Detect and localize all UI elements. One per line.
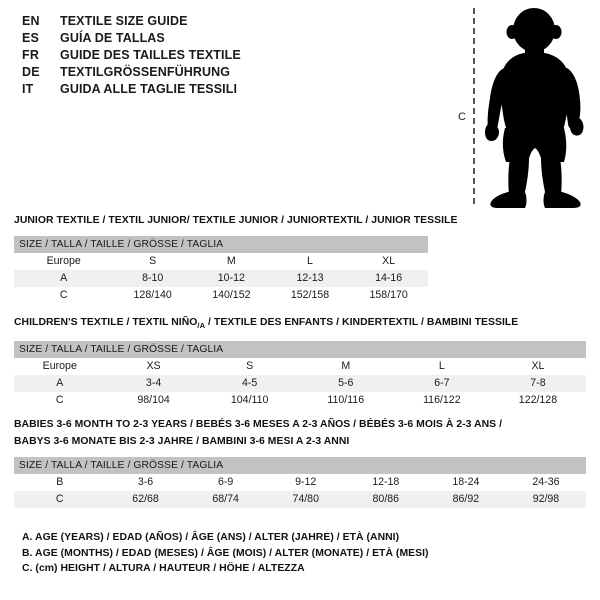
measurement-legend: A. AGE (YEARS) / EDAD (AÑOS) / ÂGE (ANS)… [22,530,542,577]
table-row: Europe S M L XL [14,253,428,270]
junior-cell: S [113,253,193,270]
junior-cell: 10-12 [192,270,271,287]
junior-section-title: JUNIOR TEXTILE / TEXTIL JUNIOR/ TEXTILE … [14,215,458,226]
children-cell: L [393,358,490,376]
babies-size-table: SIZE / TALLA / TAILLE / GRÖSSE / TAGLIA … [14,457,586,508]
language-title-it: GUIDA ALLE TAGLIE TESSILI [60,82,238,96]
language-title-block: EN TEXTILE SIZE GUIDE ES GUÍA DE TALLAS … [22,14,422,99]
children-size-table: SIZE / TALLA / TAILLE / GRÖSSE / TAGLIA … [14,341,586,410]
language-row-fr: FR GUIDE DES TAILLES TEXTILE [22,48,422,65]
table-row: B 3-6 6-9 9-12 12-18 18-24 24-36 [14,474,586,491]
height-measurement-figure: C [440,8,600,208]
children-cell: 110/116 [297,392,394,410]
junior-row-label-europe: Europe [14,253,114,270]
babies-cell: 12-18 [345,474,426,491]
table-row: A 3-4 4-5 5-6 6-7 7-8 [14,375,586,393]
children-cell: 104/110 [201,392,298,410]
language-code-fr: FR [22,48,40,62]
language-code-es: ES [22,31,40,45]
children-cell: 6-7 [393,375,490,393]
junior-band-label: SIZE / TALLA / TAILLE / GRÖSSE / TAGLIA [14,236,428,253]
babies-cell: 6-9 [185,474,266,491]
children-cell: 7-8 [489,375,586,393]
children-cell: XS [105,358,202,376]
babies-textile-section: BABIES 3-6 MONTH TO 2-3 YEARS / BEBÉS 3-… [14,418,586,508]
babies-band-label: SIZE / TALLA / TAILLE / GRÖSSE / TAGLIA [14,457,586,474]
babies-cell: 18-24 [425,474,506,491]
children-textile-section: CHILDREN'S TEXTILE / TEXTIL NIÑO/A / TEX… [14,316,586,410]
babies-band-row: SIZE / TALLA / TAILLE / GRÖSSE / TAGLIA [14,457,586,474]
babies-cell: 92/98 [505,491,586,508]
junior-row-label-c: C [14,287,114,304]
table-row: C 98/104 104/110 110/116 116/122 122/128 [14,392,586,410]
babies-cell: 24-36 [505,474,586,491]
children-cell: XL [489,358,586,376]
height-marker-label: C [458,111,466,123]
children-title-subscript: /A [197,321,206,331]
junior-cell: 128/140 [113,287,193,304]
junior-cell: 8-10 [113,270,193,287]
language-title-es: GUÍA DE TALLAS [60,31,165,45]
children-row-label-europe: Europe [14,358,106,376]
babies-section-title-line1: BABIES 3-6 MONTH TO 2-3 YEARS / BEBÉS 3-… [14,419,503,430]
table-row: C 62/68 68/74 74/80 80/86 86/92 92/98 [14,491,586,508]
children-cell: 98/104 [105,392,202,410]
children-title-pre: CHILDREN'S TEXTILE / TEXTIL NIÑO [14,317,198,328]
babies-cell: 68/74 [185,491,266,508]
babies-cell: 80/86 [345,491,426,508]
language-title-en: TEXTILE SIZE GUIDE [60,14,188,28]
legend-line-a: A. AGE (YEARS) / EDAD (AÑOS) / ÂGE (ANS)… [22,532,400,543]
legend-line-c: C. (cm) HEIGHT / ALTURA / HAUTEUR / HÖHE… [22,563,305,574]
language-code-en: EN [22,14,40,28]
children-cell: 116/122 [393,392,490,410]
children-cell: 3-4 [105,375,202,393]
legend-line-b: B. AGE (MONTHS) / EDAD (MESES) / ÂGE (MO… [22,547,429,559]
babies-row-label-b: B [14,474,106,491]
junior-cell: XL [349,253,428,270]
junior-cell: 140/152 [192,287,271,304]
junior-row-label-a: A [14,270,114,287]
toddler-silhouette-icon [485,8,584,208]
junior-size-table: SIZE / TALLA / TAILLE / GRÖSSE / TAGLIA … [14,236,428,304]
junior-cell: L [270,253,350,270]
children-cell: 4-5 [201,375,298,393]
junior-cell: 158/170 [349,287,428,304]
babies-cell: 86/92 [425,491,506,508]
babies-cell: 62/68 [105,491,186,508]
children-cell: M [297,358,394,376]
children-row-label-c: C [14,392,106,410]
babies-cell: 74/80 [265,491,346,508]
language-code-de: DE [22,65,40,79]
junior-cell: M [192,253,271,270]
babies-cell: 3-6 [105,474,186,491]
junior-textile-section: JUNIOR TEXTILE / TEXTIL JUNIOR/ TEXTILE … [14,214,458,304]
table-row: Europe XS S M L XL [14,358,586,376]
language-title-fr: GUIDE DES TAILLES TEXTILE [60,48,241,62]
junior-cell: 14-16 [349,270,428,287]
babies-section-title-line2: BABYS 3-6 MONATE BIS 2-3 JAHRE / BAMBINI… [14,436,350,447]
children-section-title: CHILDREN'S TEXTILE / TEXTIL NIÑO/A / TEX… [14,316,586,333]
children-row-label-a: A [14,375,106,393]
junior-cell: 12-13 [270,270,350,287]
children-cell: S [201,358,298,376]
language-row-de: DE TEXTILGRÖSSENFÜHRUNG [22,65,422,82]
children-cell: 5-6 [297,375,394,393]
table-row: A 8-10 10-12 12-13 14-16 [14,270,428,287]
language-title-de: TEXTILGRÖSSENFÜHRUNG [60,65,231,79]
language-row-it: IT GUIDA ALLE TAGLIE TESSILI [22,82,422,99]
junior-cell: 152/158 [270,287,350,304]
height-dashed-line [473,8,475,204]
children-title-post: / TEXTILE DES ENFANTS / KINDERTEXTIL / B… [205,317,519,328]
children-band-label: SIZE / TALLA / TAILLE / GRÖSSE / TAGLIA [14,341,586,359]
table-row: C 128/140 140/152 152/158 158/170 [14,287,428,304]
language-row-en: EN TEXTILE SIZE GUIDE [22,14,422,31]
junior-band-row: SIZE / TALLA / TAILLE / GRÖSSE / TAGLIA [14,236,428,253]
language-row-es: ES GUÍA DE TALLAS [22,31,422,48]
language-code-it: IT [22,82,34,96]
children-cell: 122/128 [489,392,586,410]
babies-cell: 9-12 [265,474,346,491]
babies-row-label-c: C [14,491,106,508]
children-band-row: SIZE / TALLA / TAILLE / GRÖSSE / TAGLIA [14,341,586,359]
